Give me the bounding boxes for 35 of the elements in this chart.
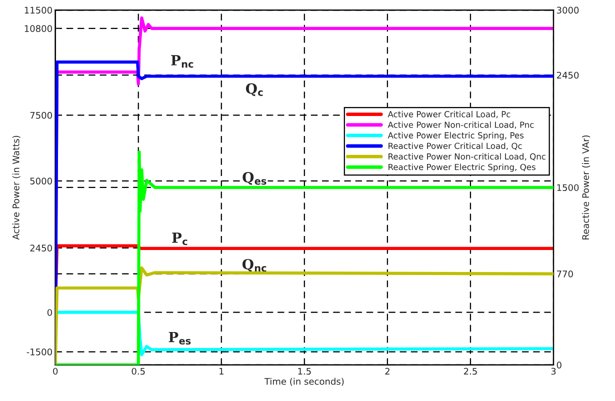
line-series xyxy=(55,310,554,356)
x-tick-label: 1.5 xyxy=(298,368,311,375)
annotation: P$_{c}$ xyxy=(172,232,188,246)
annotation: Q$_{es}$ xyxy=(242,172,266,185)
legend-label: Active Power Critical Load, Pc xyxy=(388,110,510,118)
x-tick-label: 1 xyxy=(220,368,224,375)
legend-label: Active Power Non-critical Load, Pnc xyxy=(388,121,534,129)
legend-label: Reactive Power Non-critical Load, Qnc xyxy=(388,153,546,161)
y-tick-label: 7500 xyxy=(30,112,52,119)
y-tick-label: 0 xyxy=(47,309,52,316)
y-tick-label: 2450 xyxy=(30,244,52,252)
y-tick-label: 10800 xyxy=(24,25,52,32)
y-tick-label: 11500 xyxy=(24,6,52,14)
annotation: P$_{es}$ xyxy=(168,332,191,345)
y-tick-label: 5000 xyxy=(30,178,52,184)
y2-tick-label: 770 xyxy=(557,270,573,278)
y2-axis-title: Reactive Power (in VAr) xyxy=(582,135,590,240)
legend-label: Active Power Electric Spring, Pes xyxy=(388,132,524,140)
legend-label: Reactive Power Critical Load, Qc xyxy=(388,142,522,150)
x-tick-label: 2 xyxy=(385,368,390,375)
y2-tick-label: 0 xyxy=(556,362,562,368)
y2-tick-label: 3000 xyxy=(556,6,579,14)
y-axis-title: Active Power (in Watts) xyxy=(12,136,20,240)
annotation: P$_{nc}$ xyxy=(171,55,194,68)
x-tick-label: 3 xyxy=(551,368,556,375)
x-tick-label: 2.5 xyxy=(464,368,477,375)
annotation: Q$_{nc}$ xyxy=(242,258,266,272)
y2-tick-label: 1500 xyxy=(557,184,579,192)
x-axis-title: Time (in seconds) xyxy=(264,378,344,386)
x-tick-label: 0 xyxy=(53,368,58,375)
annotation: Q$_{c}$ xyxy=(246,83,263,96)
x-tick-label: 0.5 xyxy=(132,368,145,375)
legend-label: Reactive Power Electric Spring, Qes xyxy=(388,164,536,172)
y-tick-label: -1500 xyxy=(26,348,52,356)
y2-tick-label: 2450 xyxy=(556,72,579,79)
